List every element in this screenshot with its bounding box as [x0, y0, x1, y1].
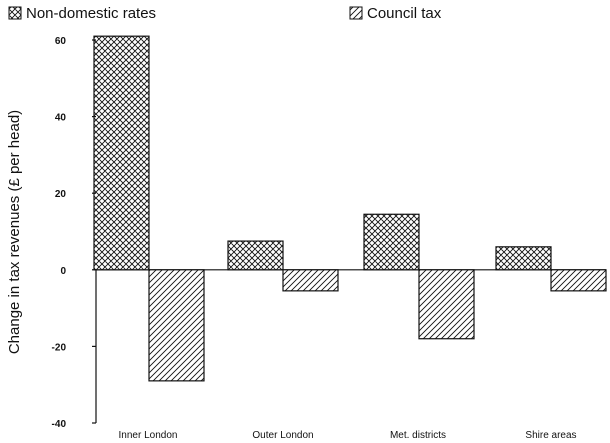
category-labels: Inner London Outer London Met. districts Sh… [119, 430, 577, 441]
y-tick-label: -20 [52, 342, 67, 353]
category-label: Met. districts [390, 430, 446, 441]
bars [93, 35, 607, 382]
bar-council-tax [418, 269, 475, 340]
bar-council-tax [550, 269, 607, 292]
y-tick-label: 40 [55, 113, 67, 124]
bar-council-tax [148, 269, 205, 382]
legend-swatch-council-tax [349, 6, 363, 20]
bar-council-tax [282, 269, 339, 292]
legend: Non-domestic rates Council tax [8, 5, 442, 22]
y-tick-label: 0 [60, 266, 66, 277]
category-label: Inner London [119, 430, 178, 441]
y-tick-label: 60 [55, 36, 67, 47]
y-tick-label: -40 [52, 419, 67, 430]
y-ticks: 60 40 20 0 -20 -40 [52, 36, 96, 430]
category-label: Outer London [252, 430, 313, 441]
legend-label-non-domestic-rates: Non-domestic rates [26, 5, 156, 22]
category-label: Shire areas [525, 430, 576, 441]
bar-non-domestic-rates [363, 213, 420, 271]
y-tick-label: 20 [55, 189, 67, 200]
legend-swatch-non-domestic-rates [8, 6, 22, 20]
legend-label-council-tax: Council tax [367, 5, 442, 22]
bar-non-domestic-rates [495, 246, 552, 271]
bar-non-domestic-rates [93, 35, 150, 271]
y-axis-title: Change in tax revenues (£ per head) [6, 110, 23, 354]
bar-non-domestic-rates [227, 240, 284, 271]
